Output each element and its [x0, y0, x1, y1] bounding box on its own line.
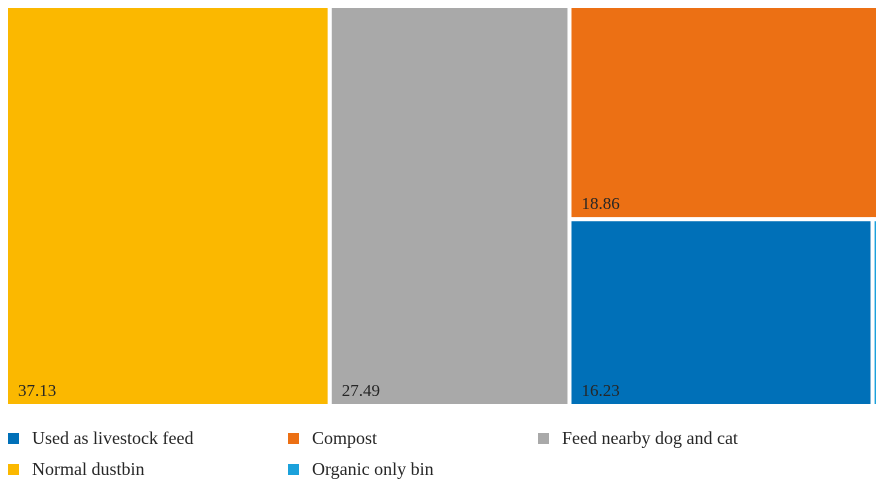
treemap-value-label-normal-dustbin: 37.13 [18, 381, 56, 400]
legend-item-organic-only-bin: Organic only bin [288, 457, 434, 481]
legend-swatch-organic-only-bin [288, 463, 299, 475]
legend-swatch-compost [288, 432, 299, 444]
legend-item-feed-nearby-dog-and-cat: Feed nearby dog and cat [538, 426, 738, 450]
legend-item-compost: Compost [288, 426, 377, 450]
treemap-value-label-used-as-livestock-feed: 16.23 [581, 381, 619, 400]
treemap-tile-feed-nearby-dog-and-cat [327, 4, 572, 408]
legend-label-used-as-livestock-feed: Used as livestock feed [32, 427, 194, 448]
legend-label-feed-nearby-dog-and-cat: Feed nearby dog and cat [562, 427, 738, 448]
treemap-tile-used-as-livestock-feed [567, 217, 875, 408]
legend-label-compost: Compost [312, 427, 378, 448]
treemap-tile-organic-only-bin [870, 217, 876, 408]
legend-item-normal-dustbin: Normal dustbin [8, 457, 145, 481]
treemap-value-label-compost: 18.86 [581, 194, 619, 213]
treemap-tile-compost [567, 4, 876, 222]
legend-swatch-normal-dustbin [8, 463, 19, 475]
legend-label-normal-dustbin: Normal dustbin [32, 458, 145, 479]
legend-label-organic-only-bin: Organic only bin [312, 458, 434, 479]
treemap-value-label-feed-nearby-dog-and-cat: 27.49 [342, 381, 380, 400]
legend-swatch-feed-nearby-dog-and-cat [538, 432, 549, 444]
legend-swatch-used-as-livestock-feed [8, 432, 19, 444]
legend-item-used-as-livestock-feed: Used as livestock feed [8, 426, 193, 450]
treemap-chart: 37.13 27.49 18.86 16.23 [4, 4, 876, 408]
treemap-tile-normal-dustbin [4, 4, 332, 408]
chart-legend: Used as livestock feed Compost Feed near… [8, 426, 868, 484]
